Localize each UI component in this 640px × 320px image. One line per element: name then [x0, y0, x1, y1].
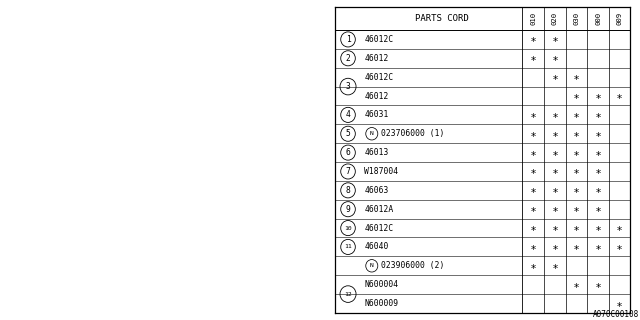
- Text: ⁎: ⁎: [617, 223, 622, 233]
- Text: ⁎: ⁎: [552, 204, 557, 214]
- Text: ⁎: ⁎: [595, 204, 600, 214]
- Text: ⁎: ⁎: [595, 91, 600, 101]
- Text: ⁎: ⁎: [595, 185, 600, 195]
- Text: ⁎: ⁎: [617, 299, 622, 308]
- Text: N600004: N600004: [364, 280, 399, 289]
- Text: PARTS CORD: PARTS CORD: [415, 14, 468, 23]
- Text: 023706000 (1): 023706000 (1): [381, 129, 444, 138]
- Text: 3: 3: [346, 82, 351, 91]
- Text: ⁎: ⁎: [552, 35, 557, 44]
- Text: ⁎: ⁎: [531, 110, 536, 120]
- Text: 9: 9: [346, 205, 351, 214]
- Text: 46012C: 46012C: [364, 35, 394, 44]
- Text: 11: 11: [344, 244, 352, 249]
- Text: ⁎: ⁎: [574, 148, 579, 158]
- Text: ⁎: ⁎: [617, 242, 622, 252]
- Text: 46012: 46012: [364, 92, 388, 100]
- Text: ⁎: ⁎: [595, 223, 600, 233]
- Text: ⁎: ⁎: [552, 148, 557, 158]
- Text: ⁎: ⁎: [574, 185, 579, 195]
- Text: 4: 4: [346, 110, 351, 119]
- Text: ⁎: ⁎: [531, 204, 536, 214]
- Text: 46012A: 46012A: [364, 205, 394, 214]
- Text: N600009: N600009: [364, 299, 399, 308]
- Text: 46012C: 46012C: [364, 224, 394, 233]
- Text: 7: 7: [346, 167, 351, 176]
- Text: 000: 000: [595, 12, 601, 25]
- Text: ⁎: ⁎: [552, 129, 557, 139]
- Text: 023906000 (2): 023906000 (2): [381, 261, 444, 270]
- Text: ⁎: ⁎: [552, 166, 557, 176]
- Text: ⁎: ⁎: [531, 148, 536, 158]
- Text: 46040: 46040: [364, 243, 388, 252]
- Text: 2: 2: [346, 54, 351, 63]
- Text: ⁎: ⁎: [531, 166, 536, 176]
- Text: 030: 030: [573, 12, 579, 25]
- Text: ⁎: ⁎: [552, 110, 557, 120]
- Text: ⁎: ⁎: [574, 72, 579, 82]
- Text: ⁎: ⁎: [552, 223, 557, 233]
- Text: ⁎: ⁎: [617, 91, 622, 101]
- Text: 10: 10: [344, 226, 352, 231]
- Text: 46012: 46012: [364, 54, 388, 63]
- Text: N: N: [370, 263, 374, 268]
- Text: ⁎: ⁎: [595, 280, 600, 290]
- Text: ⁎: ⁎: [531, 242, 536, 252]
- Text: 46012C: 46012C: [364, 73, 394, 82]
- Text: ⁎: ⁎: [574, 110, 579, 120]
- Text: 12: 12: [344, 292, 352, 297]
- Text: ⁎: ⁎: [574, 129, 579, 139]
- Text: 1: 1: [346, 35, 351, 44]
- Text: ⁎: ⁎: [574, 223, 579, 233]
- Text: ⁎: ⁎: [574, 280, 579, 290]
- Text: N: N: [370, 131, 374, 136]
- Text: 009: 009: [616, 12, 623, 25]
- Text: ⁎: ⁎: [531, 53, 536, 63]
- Text: 020: 020: [552, 12, 558, 25]
- Text: 46063: 46063: [364, 186, 388, 195]
- Text: ⁎: ⁎: [595, 148, 600, 158]
- Text: 46031: 46031: [364, 110, 388, 119]
- Text: 5: 5: [346, 129, 351, 138]
- Text: ⁎: ⁎: [531, 261, 536, 271]
- Text: ⁎: ⁎: [574, 242, 579, 252]
- Text: 6: 6: [346, 148, 351, 157]
- Text: 8: 8: [346, 186, 351, 195]
- Text: 46013: 46013: [364, 148, 388, 157]
- Text: ⁎: ⁎: [595, 242, 600, 252]
- Text: ⁎: ⁎: [595, 110, 600, 120]
- Text: ⁎: ⁎: [552, 261, 557, 271]
- Text: ⁎: ⁎: [552, 242, 557, 252]
- Text: ⁎: ⁎: [552, 185, 557, 195]
- Text: A070C00108: A070C00108: [593, 310, 639, 319]
- Text: ⁎: ⁎: [574, 204, 579, 214]
- Text: ⁎: ⁎: [595, 166, 600, 176]
- Text: ⁎: ⁎: [552, 53, 557, 63]
- Text: W187004: W187004: [364, 167, 399, 176]
- Text: ⁎: ⁎: [552, 72, 557, 82]
- Text: 010: 010: [531, 12, 536, 25]
- Text: ⁎: ⁎: [531, 35, 536, 44]
- Text: ⁎: ⁎: [531, 185, 536, 195]
- Text: ⁎: ⁎: [531, 223, 536, 233]
- Text: ⁎: ⁎: [531, 129, 536, 139]
- Text: ⁎: ⁎: [574, 166, 579, 176]
- Text: ⁎: ⁎: [574, 91, 579, 101]
- Text: ⁎: ⁎: [595, 129, 600, 139]
